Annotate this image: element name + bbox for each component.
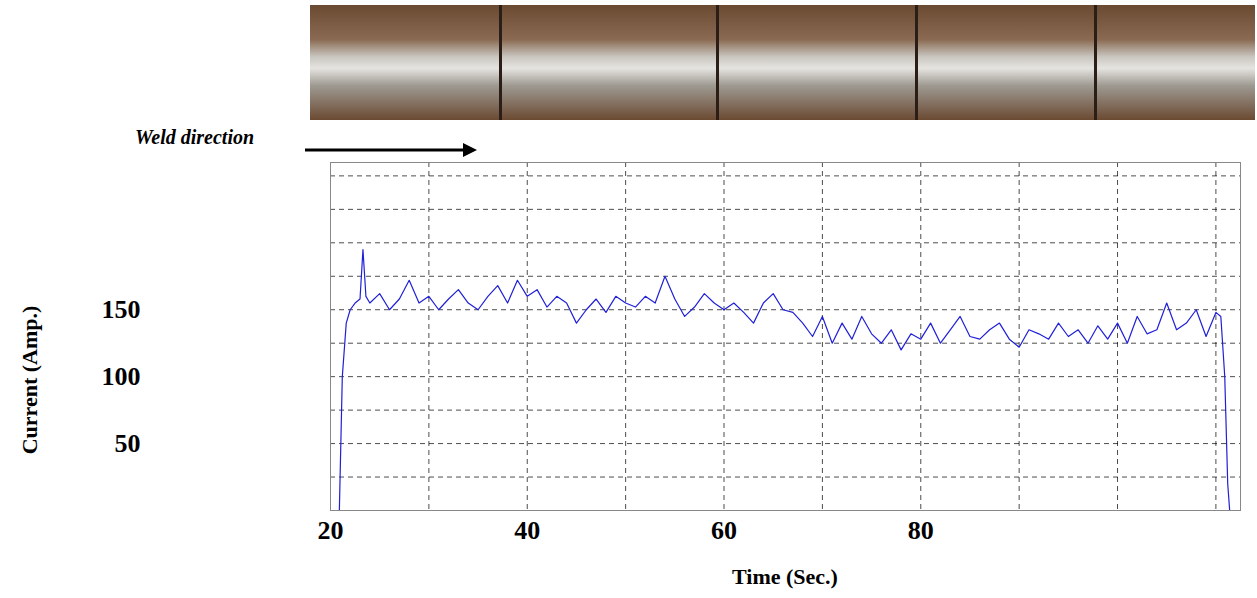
svg-text:20: 20 (318, 516, 344, 545)
svg-text:50: 50 (115, 429, 141, 458)
html-text:Time (Sec.): Time (Sec.) (732, 564, 838, 589)
html-text:Current (Amp.): Current (Amp.) (17, 305, 42, 455)
svg-text:40: 40 (514, 516, 540, 545)
html-text:Weld direction: Weld direction (135, 126, 255, 148)
svg-text:60: 60 (711, 516, 737, 545)
svg-text:150: 150 (102, 295, 141, 324)
svg-text:80: 80 (908, 516, 934, 545)
svg-text:100: 100 (102, 362, 141, 391)
